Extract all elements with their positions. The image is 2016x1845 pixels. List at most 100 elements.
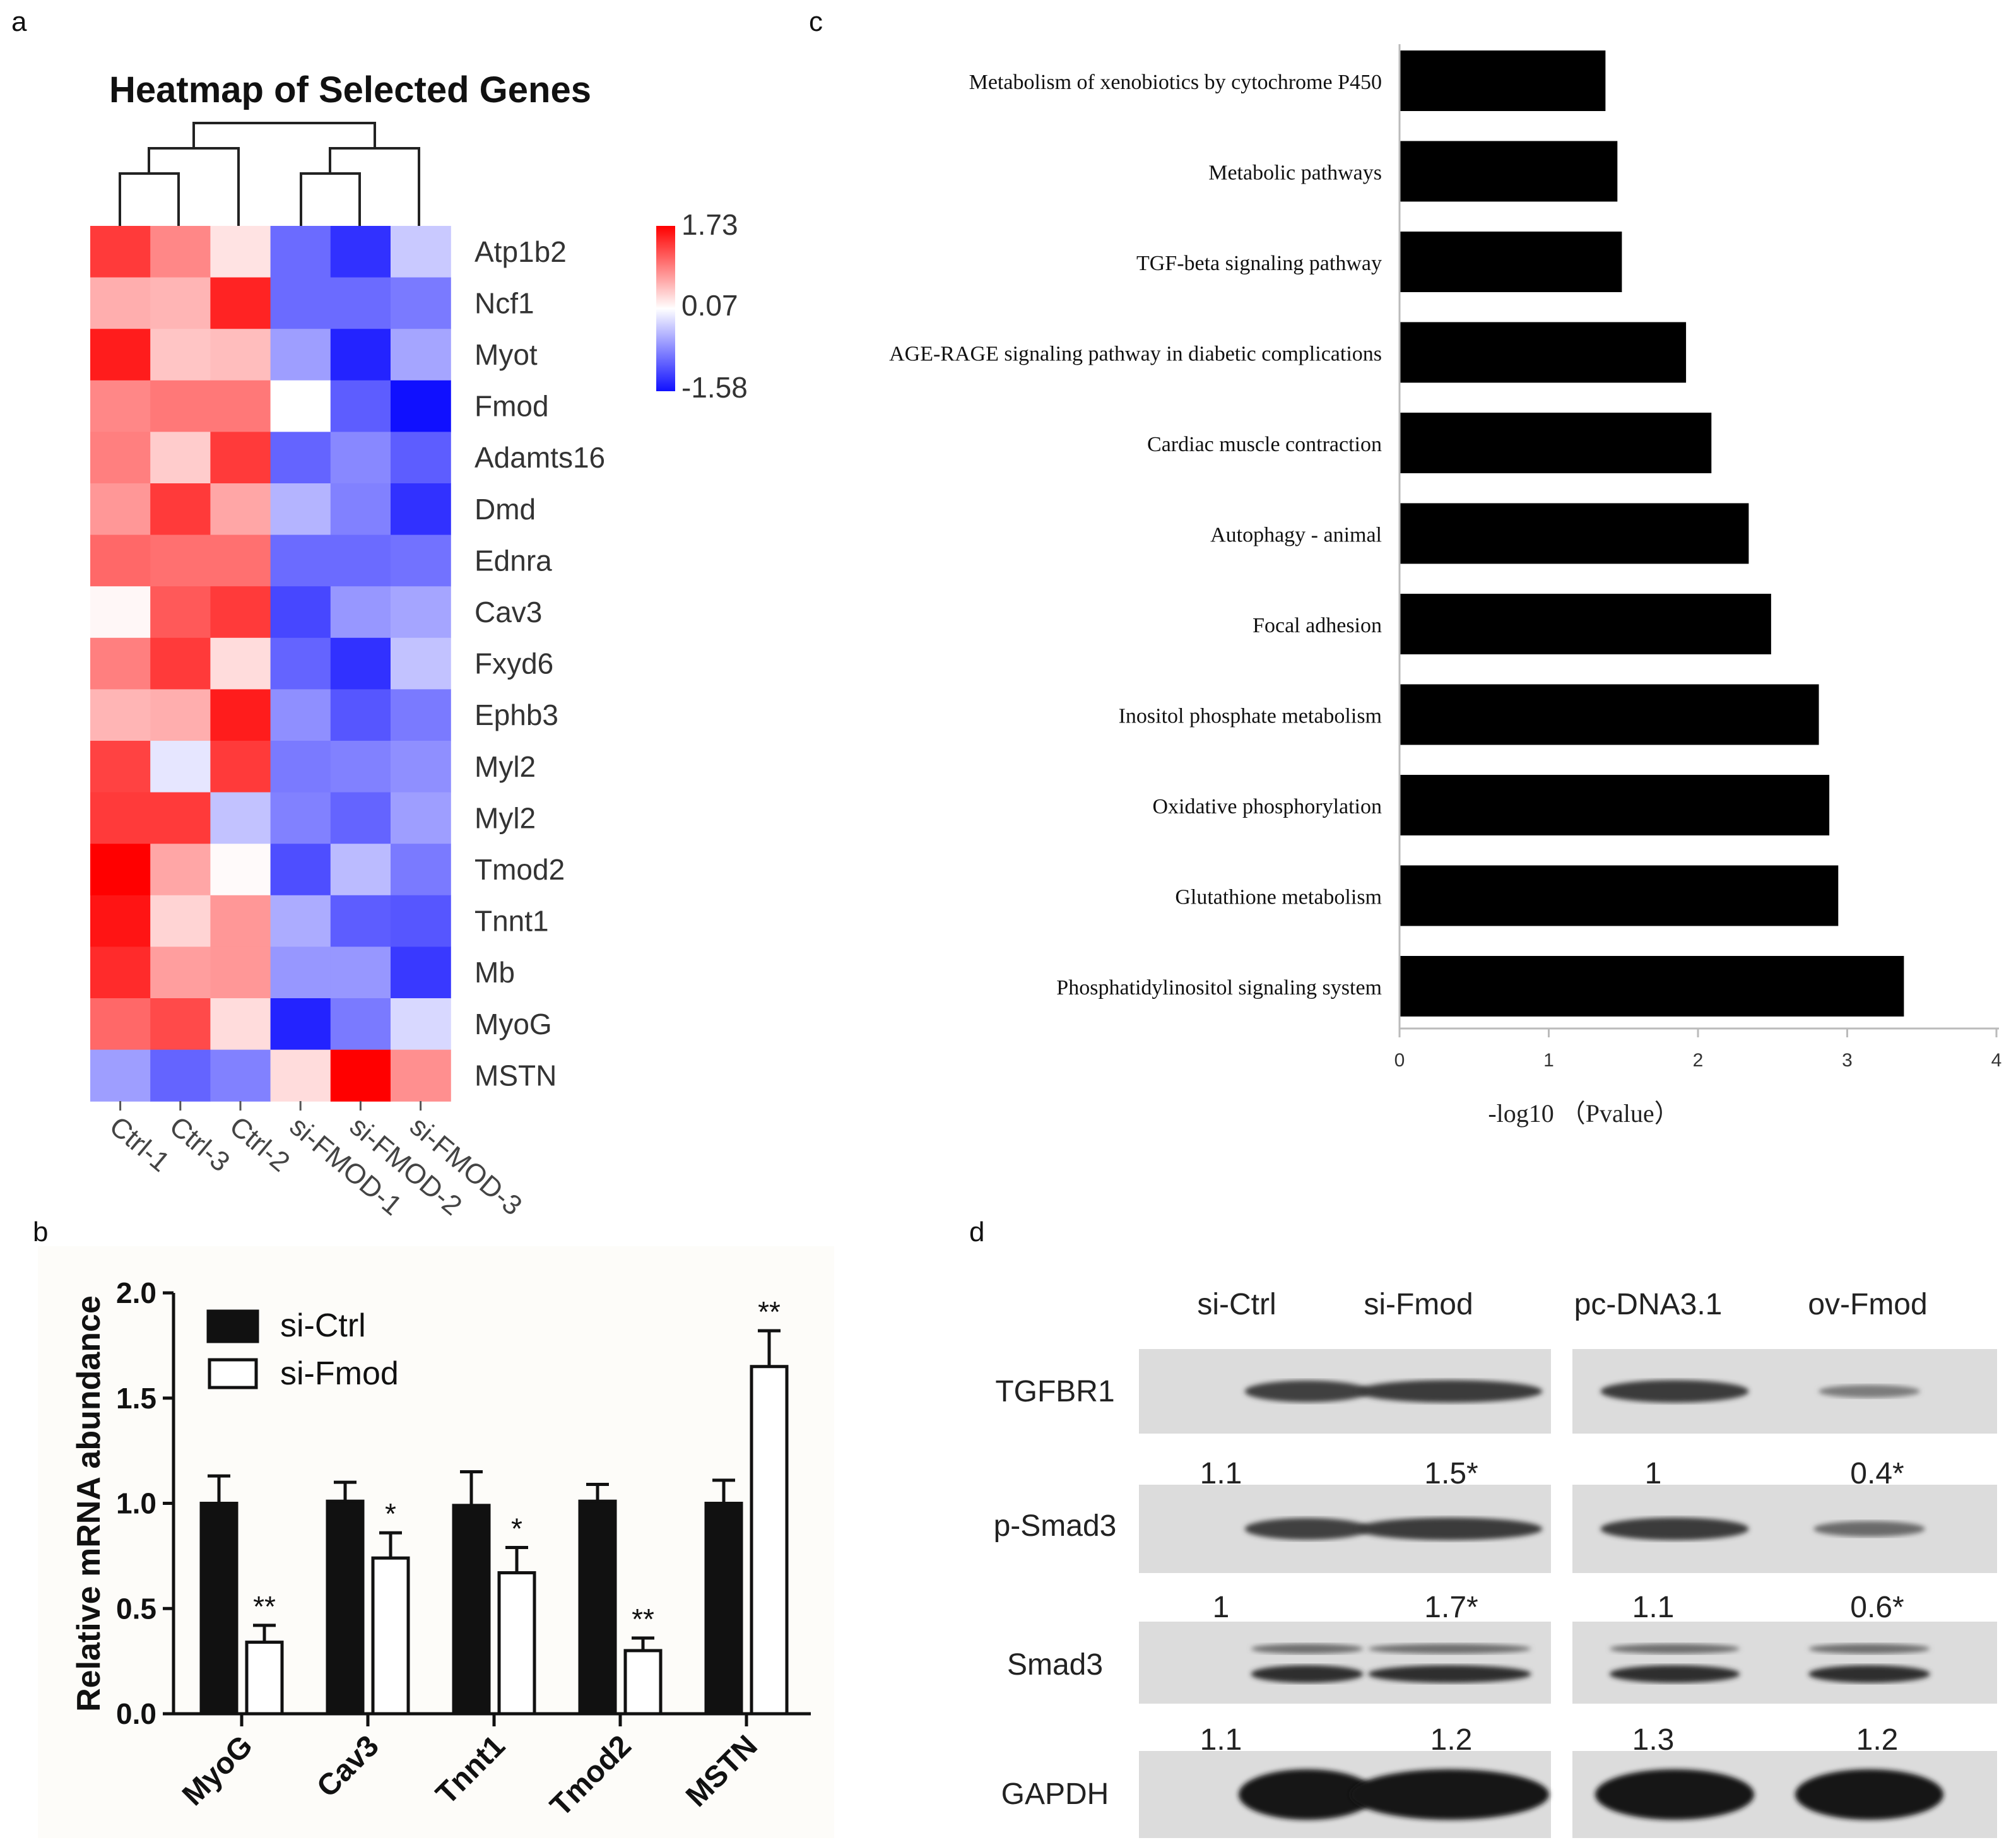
heatmap-cell	[150, 1049, 211, 1102]
mrna-significance-mark: **	[758, 1295, 781, 1328]
enrichment-bar	[1400, 322, 1687, 383]
heatmap-cell	[210, 534, 271, 587]
heatmap-cell	[330, 329, 391, 381]
heatmap-row-label: Ednra	[475, 544, 552, 577]
heatmap-cell	[210, 741, 271, 793]
heatmap-cell	[391, 689, 451, 741]
heatmap-cell	[330, 689, 391, 741]
heatmap-cell	[90, 432, 151, 484]
legend-label-si-ctrl: si-Ctrl	[280, 1307, 366, 1344]
enrichment-category-label: Focal adhesion	[1253, 614, 1382, 637]
heatmap-cell	[330, 741, 391, 793]
enrichment-bar-panel: Metabolism of xenobiotics by cytochrome …	[889, 44, 2001, 1128]
western-blot-panel: si-Ctrl si-Fmod pc-DNA3.1 ov-Fmod TGFBR1…	[994, 1288, 1997, 1838]
heatmap-row-label: Tnnt1	[475, 905, 549, 938]
heatmap-cell	[391, 792, 451, 844]
mrna-bar	[750, 1365, 789, 1716]
heatmap-cell	[90, 998, 151, 1051]
mrna-plot-background	[38, 1246, 834, 1838]
enrichment-category-label: Glutathione metabolism	[1175, 886, 1382, 909]
blot-membrane-left	[1139, 1622, 1551, 1704]
heatmap-cell	[90, 329, 151, 381]
heatmap-cell	[391, 277, 451, 329]
enrichment-x-tick-label: 2	[1693, 1050, 1704, 1071]
enrichment-bar	[1400, 232, 1622, 292]
legend-swatch-si-fmod	[208, 1358, 258, 1389]
blot-band	[1251, 1665, 1364, 1683]
heatmap-cell	[210, 895, 271, 947]
enrichment-bars	[1400, 50, 1904, 1017]
mrna-bar	[199, 1502, 239, 1716]
heatmap-cell	[90, 844, 151, 896]
heatmap-cell	[210, 483, 271, 536]
mrna-bar	[704, 1502, 743, 1716]
blot-band	[1819, 1384, 1920, 1398]
colorbar-min-label: -1.58	[681, 371, 748, 404]
legend-label-si-fmod: si-Fmod	[280, 1355, 399, 1392]
heatmap-cell	[330, 1049, 391, 1102]
panel-label-b: b	[33, 1217, 49, 1247]
mrna-y-axis-title: Relative mRNA abundance	[71, 1295, 107, 1712]
heatmap-row-label: MyoG	[475, 1008, 552, 1040]
mrna-significance-mark: *	[511, 1512, 522, 1545]
heatmap-row-label: Tmod2	[475, 853, 565, 886]
heatmap-row-label: Adamts16	[475, 441, 605, 474]
heatmap-cell	[90, 277, 151, 329]
heatmap-cell	[270, 1049, 331, 1102]
heatmap-cell	[270, 483, 331, 536]
blot-header-pc-dna: pc-DNA3.1	[1574, 1288, 1723, 1321]
heatmap-cell	[90, 380, 151, 432]
mrna-y-tick-label: 2.0	[116, 1276, 156, 1309]
heatmap-cell	[391, 483, 451, 536]
heatmap-cell	[330, 998, 391, 1051]
heatmap-cell	[90, 1049, 151, 1102]
blot-band	[1251, 1644, 1364, 1654]
heatmap-cell	[150, 792, 211, 844]
heatmap-cell	[150, 637, 211, 690]
mrna-y-tick-label: 1.5	[116, 1382, 156, 1415]
heatmap-cell	[90, 946, 151, 999]
enrichment-x-tick-label: 0	[1394, 1050, 1405, 1071]
mrna-bars: *** *****	[199, 1295, 789, 1716]
heatmap-cell	[330, 792, 391, 844]
heatmap-cell	[391, 637, 451, 690]
enrichment-bar	[1400, 956, 1904, 1017]
heatmap-cell	[330, 226, 391, 278]
blot-row-label: Smad3	[1007, 1648, 1103, 1682]
heatmap-row-label: Myl2	[475, 750, 536, 783]
blot-band	[1244, 1380, 1370, 1403]
mrna-y-ticks: 0.0 0.5 1.0 1.5 2.0	[116, 1276, 174, 1730]
heatmap-cell	[90, 895, 151, 947]
heatmap-cell	[270, 844, 331, 896]
blot-band	[1609, 1644, 1740, 1654]
heatmap-cell	[150, 380, 211, 432]
mrna-bar	[245, 1641, 284, 1716]
heatmap-cell	[90, 483, 151, 536]
mrna-y-tick-label: 0.5	[116, 1592, 156, 1625]
heatmap-cell	[90, 689, 151, 741]
enrichment-bar	[1400, 594, 1771, 654]
heatmap-cell	[150, 689, 211, 741]
heatmap-cell	[210, 226, 271, 278]
blot-band	[1808, 1665, 1930, 1683]
enrichment-category-label: Phosphatidylinositol signaling system	[1056, 976, 1382, 999]
heatmap-row-label: Fmod	[475, 390, 549, 423]
heatmap-cell	[391, 741, 451, 793]
heatmap-cell	[391, 534, 451, 587]
heatmap-cell	[270, 637, 331, 690]
mrna-y-tick-label: 1.0	[116, 1487, 156, 1520]
heatmap-cell	[90, 586, 151, 639]
enrichment-category-label: Metabolic pathways	[1208, 162, 1382, 185]
blot-band	[1350, 1769, 1549, 1820]
heatmap-cell	[330, 586, 391, 639]
heatmap-cell	[391, 226, 451, 278]
mrna-significance-mark: **	[253, 1590, 276, 1623]
enrichment-category-label: Autophagy - animal	[1210, 524, 1382, 547]
blot-band	[1813, 1521, 1925, 1537]
enrichment-x-ticks: 0 1 2 3 4	[1394, 1029, 2001, 1071]
heatmap-row-label: Dmd	[475, 493, 536, 526]
heatmap-cell	[270, 226, 331, 278]
mrna-bar	[326, 1499, 365, 1716]
heatmap-cell	[270, 895, 331, 947]
